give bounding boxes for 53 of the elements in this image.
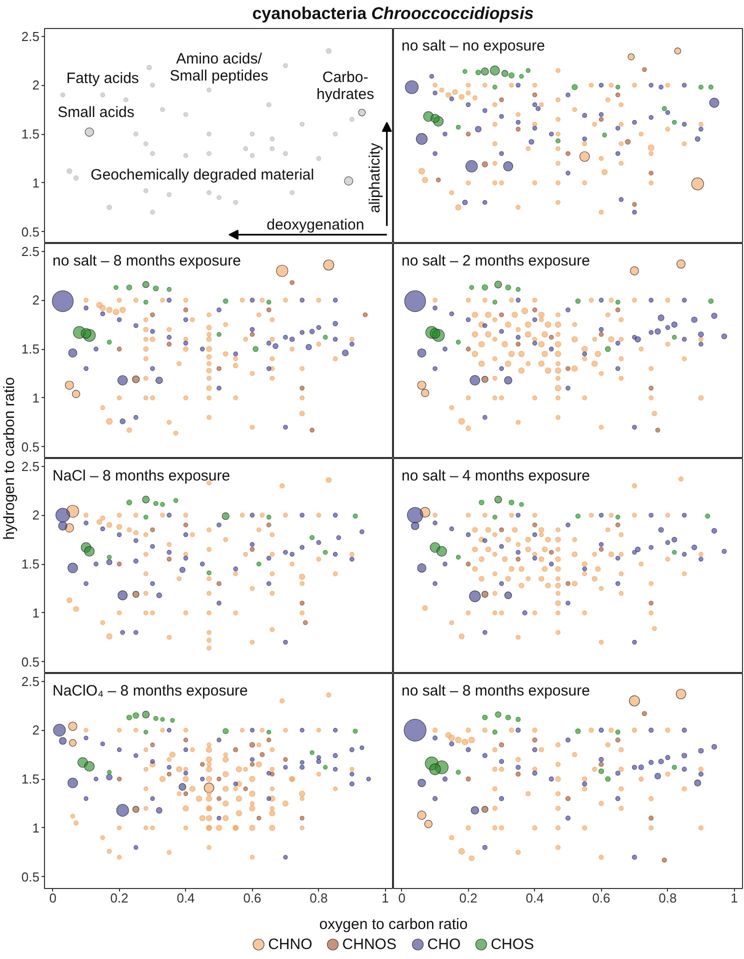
legend-label: CHNOS xyxy=(342,936,396,953)
legend-label: CHOS xyxy=(490,936,534,953)
x-tick-label: 0.2 xyxy=(459,890,478,906)
text: NaCl – 8 months exposure xyxy=(52,468,230,484)
x-tick-label: 0.6 xyxy=(592,890,610,906)
legend-label: CHNO xyxy=(268,936,312,953)
y-tick-label: 1.5 xyxy=(21,342,40,357)
y-tick-label: 1 xyxy=(32,175,40,190)
y-tick-label: 1.5 xyxy=(21,556,40,572)
y-tick-label: 2.5 xyxy=(21,28,40,44)
annotation: aliphaticity xyxy=(366,142,384,214)
annotation: Carbo- hydrates xyxy=(316,69,374,104)
y-tick-label: 2.5 xyxy=(21,674,40,689)
text: no salt – 2 months exposure xyxy=(402,252,590,270)
text: no salt – 8 months exposure xyxy=(402,682,590,700)
x-tick-label: 0.8 xyxy=(658,890,677,906)
y-tick-label: 1.5 xyxy=(21,772,40,787)
y-tick-label: 0.5 xyxy=(21,869,40,884)
annotation: deoxygenation xyxy=(266,216,364,234)
y-axis-title: hydrogen to carbon ratio xyxy=(1,377,18,540)
y-tick-label: 1 xyxy=(32,605,40,620)
y-tick-label: 1 xyxy=(32,820,40,836)
y-tick-label: 2.5 xyxy=(21,244,40,259)
x-tick-label: 0.4 xyxy=(176,890,195,906)
x-tick-label: 0 xyxy=(49,890,56,906)
annotation: Small acids xyxy=(58,104,134,122)
x-tick-label: 0.6 xyxy=(243,890,262,906)
text: no salt – no exposure xyxy=(402,38,545,54)
text: no salt – 8 months exposure xyxy=(52,252,241,270)
x-tick-label: 1 xyxy=(730,890,738,906)
y-tick-label: 2 xyxy=(32,722,40,738)
x-tick-label: 0.8 xyxy=(310,890,328,906)
y-tick-label: 2 xyxy=(32,508,40,523)
y-tick-label: 2 xyxy=(32,78,40,93)
x-axis-title: oxygen to carbon ratio xyxy=(319,916,468,933)
text: no salt – 4 months exposure xyxy=(402,468,590,484)
annotation: Amino acids/ Small peptides xyxy=(170,50,268,85)
y-tick-label: 0.5 xyxy=(21,654,40,670)
y-tick-label: 0.5 xyxy=(21,439,40,454)
y-tick-label: 2.5 xyxy=(21,458,40,474)
legend-label: CHO xyxy=(427,936,461,953)
x-tick-label: 0.2 xyxy=(110,890,128,906)
x-tick-label: 0 xyxy=(398,890,406,906)
annotation: Fatty acids xyxy=(66,70,139,87)
x-tick-label: 0.4 xyxy=(526,890,544,906)
y-tick-label: 1.5 xyxy=(21,126,40,142)
y-tick-label: 1 xyxy=(32,390,40,406)
y-tick-label: 2 xyxy=(32,292,40,308)
x-tick-label: 1 xyxy=(382,890,389,906)
text: NaClO₄ – 8 months exposure xyxy=(52,682,248,700)
annotation: Geochemically degraded material xyxy=(90,166,314,184)
y-tick-label: 0.5 xyxy=(21,224,40,240)
chart-title: cyanobacteria Chrooccoccidiopsis xyxy=(252,3,534,25)
